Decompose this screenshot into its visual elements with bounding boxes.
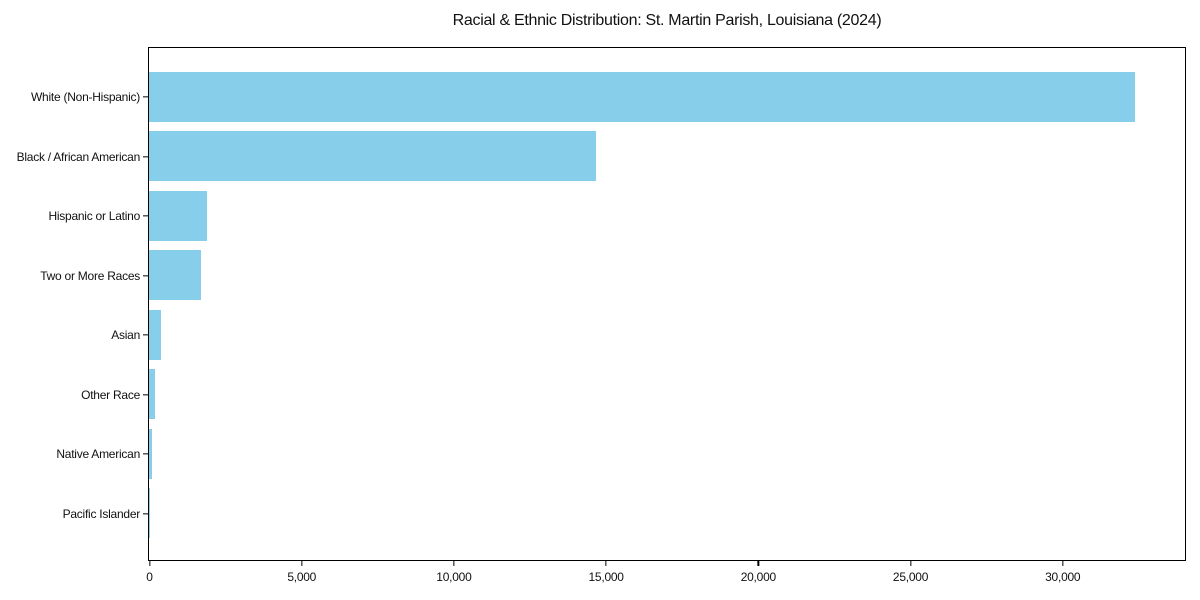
y-tick-mark (143, 96, 148, 98)
bar (149, 428, 153, 479)
chart-title: Racial & Ethnic Distribution: St. Martin… (452, 12, 882, 29)
y-axis-label: Hispanic or Latino (48, 209, 140, 223)
x-tick-label: 15,000 (588, 570, 624, 584)
y-axis-label: Two or More Races (40, 268, 140, 283)
y-axis-labels: White (Non-Hispanic) Black / African Amer… (0, 49, 141, 563)
bar (149, 131, 596, 181)
y-tick-mark (143, 215, 148, 217)
bar (149, 309, 162, 360)
y-tick-mark (143, 512, 148, 515)
x-tick-mark (453, 561, 455, 566)
x-tick-label: 0 (146, 570, 153, 584)
y-tick-mark (143, 155, 148, 158)
y-axis-label: Other Race (81, 387, 140, 402)
y-tick-mark (143, 453, 148, 455)
x-tick-label: 5,000 (287, 570, 317, 584)
x-tick-mark (148, 561, 151, 566)
plot-area (148, 47, 1186, 561)
y-tick-mark (143, 334, 148, 336)
bar (149, 71, 1136, 122)
x-tick-mark (909, 561, 912, 566)
y-tick-mark (143, 393, 148, 396)
x-tick-mark (757, 561, 759, 566)
x-axis: 0 5,000 10,000 15,000 20,000 25,000 30,000 (146, 561, 1185, 597)
x-tick-label: 25,000 (892, 570, 929, 584)
bar (149, 190, 207, 241)
y-axis-label: Pacific Islander (62, 506, 141, 521)
y-axis-label: Black / African American (16, 149, 141, 164)
x-tick-mark (605, 561, 607, 566)
y-axis-label: Asian (111, 328, 140, 342)
x-tick-label: 10,000 (436, 570, 472, 584)
x-tick-mark (301, 561, 303, 566)
x-tick-label: 20,000 (740, 570, 776, 584)
x-tick-label: 30,000 (1045, 570, 1081, 584)
y-axis-label: White (Non-Hispanic) (30, 90, 140, 104)
bar (149, 250, 202, 300)
x-tick-mark (1062, 561, 1064, 566)
y-tick-mark (143, 274, 148, 277)
y-axis-label: Native American (56, 447, 140, 461)
bar (149, 369, 156, 419)
y-axis-ticks (143, 49, 148, 563)
